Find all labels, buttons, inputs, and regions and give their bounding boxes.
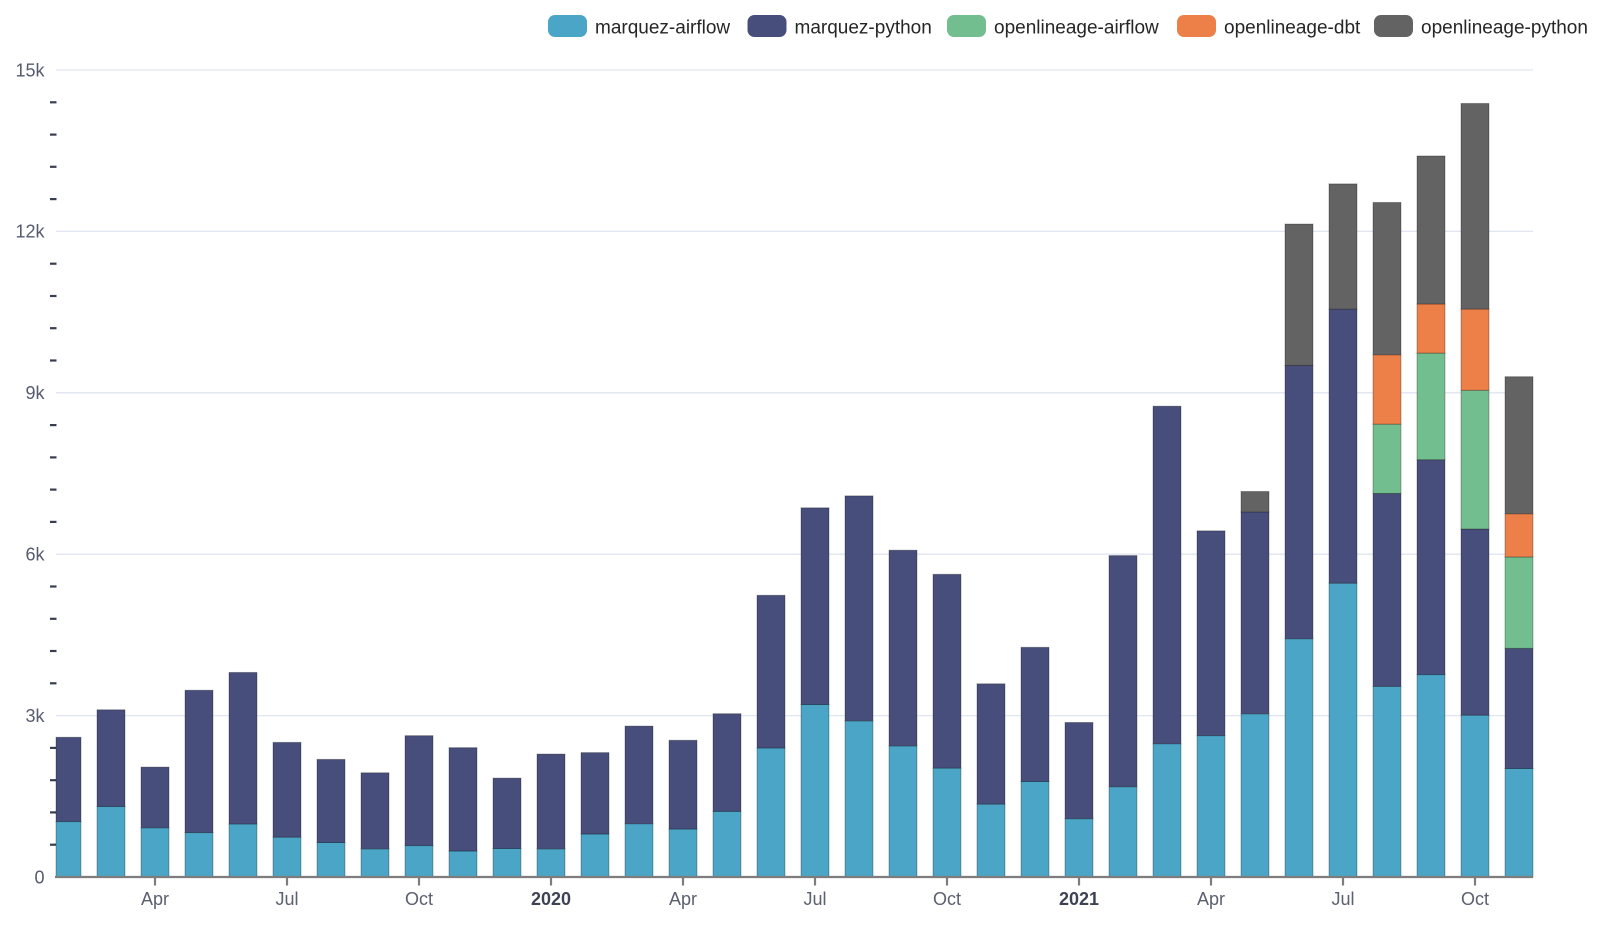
- svg-text:openlineage-dbt: openlineage-dbt: [1224, 18, 1361, 39]
- svg-text:Oct: Oct: [405, 889, 433, 909]
- svg-text:Jul: Jul: [1331, 889, 1354, 909]
- svg-text:6k: 6k: [25, 545, 45, 565]
- svg-text:marquez-airflow: marquez-airflow: [595, 18, 730, 39]
- svg-text:openlineage-python: openlineage-python: [1421, 18, 1588, 39]
- svg-text:0: 0: [34, 867, 44, 887]
- svg-text:Oct: Oct: [1461, 889, 1489, 909]
- svg-text:openlineage-airflow: openlineage-airflow: [994, 18, 1159, 39]
- svg-text:12k: 12k: [15, 222, 45, 242]
- svg-text:Apr: Apr: [669, 889, 697, 909]
- svg-text:Apr: Apr: [141, 889, 169, 909]
- svg-text:15k: 15k: [15, 60, 45, 80]
- svg-text:2020: 2020: [531, 889, 571, 909]
- svg-text:3k: 3k: [25, 706, 45, 726]
- svg-text:Jul: Jul: [803, 889, 826, 909]
- svg-text:Oct: Oct: [933, 889, 961, 909]
- svg-text:Apr: Apr: [1197, 889, 1225, 909]
- svg-text:9k: 9k: [25, 383, 45, 403]
- svg-text:2021: 2021: [1059, 889, 1099, 909]
- svg-text:Jul: Jul: [275, 889, 298, 909]
- svg-text:marquez-python: marquez-python: [795, 18, 932, 39]
